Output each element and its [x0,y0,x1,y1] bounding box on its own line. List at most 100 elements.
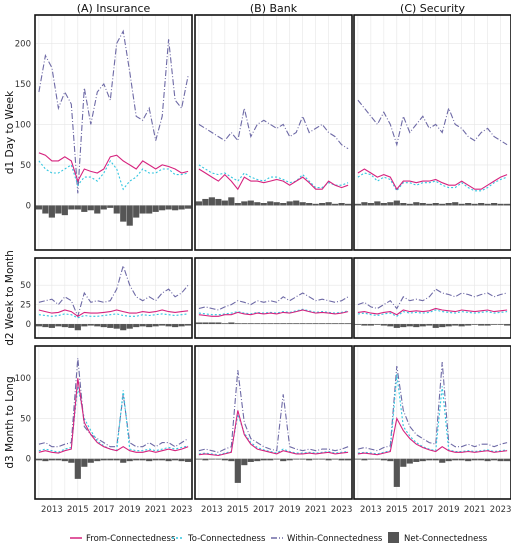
net-bar [87,458,94,463]
net-bar [113,324,120,329]
net-bar [312,323,319,325]
x-axis-ticks: 2013 2015 2017 2019 2021 2023 2013 2015 2017 2019… [41,505,511,515]
net-bar [35,205,42,210]
net-bar [139,324,146,327]
legend-label: Net-Connectedness [404,534,488,544]
net-bar [42,458,49,462]
net-bar [319,458,326,460]
net-bar [354,458,361,460]
net-bar [221,458,228,461]
net-bar [254,202,261,206]
net-bar [208,322,215,325]
net-bar [380,458,387,461]
panel-r0-c0: 0 50 100 150 200 [15,14,193,251]
net-bar [113,205,120,214]
net-bar [241,323,248,325]
x-tick-label: 2013 [360,505,382,515]
net-bar [312,458,319,460]
panel-r1-c1 [194,257,353,339]
x-tick-label: 2023 [331,505,353,515]
net-bar [234,203,241,206]
x-tick-label: 2017 [253,505,275,515]
x-tick-label: 2013 [201,505,223,515]
net-bar [354,324,361,325]
net-bar [260,323,267,325]
net-bar [332,323,339,325]
y-tick-label: 50 [20,281,31,291]
net-bar [234,323,241,325]
x-tick-label: 2015 [386,505,408,515]
net-bar [146,205,153,214]
net-bar [146,458,153,462]
net-bar [107,324,114,328]
net-bar [445,203,452,206]
net-bar [332,203,339,206]
net-bar [400,324,407,328]
net-bar [374,324,381,325]
net-bar [68,324,75,328]
net-bar [100,458,107,461]
series-from-connectedness [357,307,508,316]
net-bar [293,458,300,460]
y-tick-label: 50 [20,414,31,424]
net-bar [228,322,235,325]
net-bar [68,458,75,463]
net-bar [299,323,306,325]
net-bar [338,203,345,206]
net-bar [306,203,313,206]
net-bar [81,458,88,467]
net-bar [120,324,127,331]
x-tick-label: 2015 [227,505,249,515]
net-bar [393,200,400,206]
series-within-connectedness [198,108,349,150]
net-bar [247,458,254,462]
series-to-connectedness [38,159,189,191]
net-bar [299,202,306,206]
net-bar [221,200,228,206]
series-from-connectedness [38,309,189,317]
panel-r2-c2 [353,345,511,500]
net-bar [413,202,420,206]
series-to-connectedness [357,172,508,192]
net-bar [68,205,75,210]
net-bar [471,203,478,206]
panel-r2-c0: 0 50 100 [15,345,193,500]
net-bar [439,458,446,463]
net-bar [280,203,287,206]
net-bar [319,323,326,325]
net-bar [452,458,459,461]
net-bar [221,323,228,325]
net-bar [380,324,387,326]
net-bar [100,324,107,328]
net-bar [35,324,42,327]
panel-frame [34,257,193,339]
net-bar [345,458,352,461]
net-bar [120,458,127,463]
y-tick-label: 0 [26,455,31,465]
net-bar [497,203,504,206]
net-bar [306,458,313,461]
panel-frame [34,14,193,251]
row-label: d3 Month to Long [4,376,16,468]
series-within-connectedness [38,29,189,194]
net-bar [465,458,472,462]
net-bar [484,458,491,462]
net-bar [367,203,374,206]
net-bar [178,458,185,462]
net-bar [432,203,439,206]
panels-layer: 0 50 100 150 200 0 25 50 0 50 100 [15,14,511,500]
net-bar [260,203,267,206]
net-bar [361,324,368,326]
net-bar [159,458,166,461]
net-bar [228,458,235,462]
net-bar [35,458,42,461]
net-bar [55,205,62,214]
legend-label: To-Connectedness [187,534,266,544]
net-bar [484,203,491,206]
series-to-connectedness [198,308,349,316]
net-bar [465,324,472,326]
series-to-connectedness [357,374,508,455]
net-bar [120,205,127,222]
net-bar [354,203,361,206]
x-tick-label: 2017 [93,505,115,515]
